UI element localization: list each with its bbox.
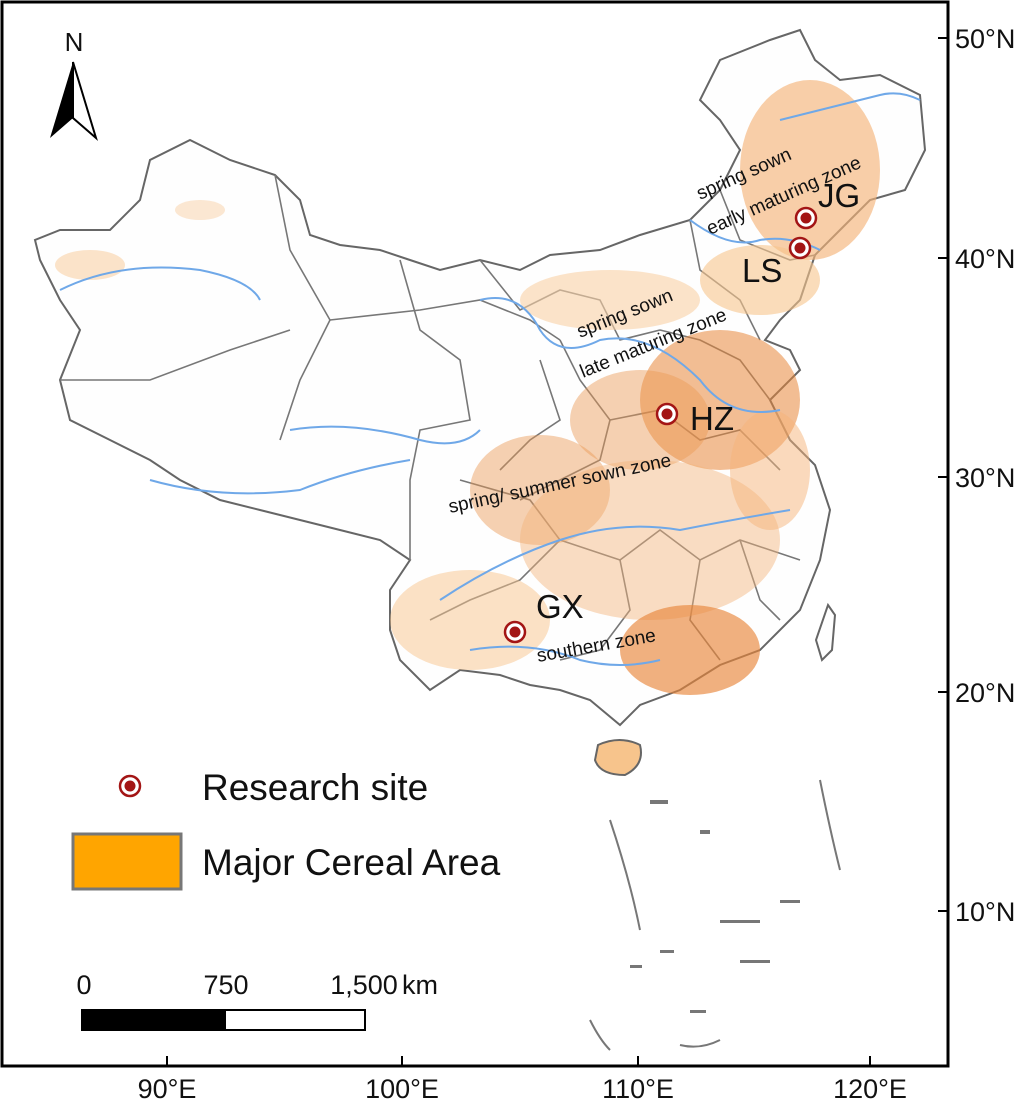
scale-bar: 0 750 1,500 km: [76, 970, 438, 1031]
site-label-ls: LS: [742, 252, 782, 289]
lat-tick-label: 40°N: [955, 244, 1015, 274]
site-marker-hz: HZ: [655, 400, 734, 437]
north-arrow: N: [50, 27, 98, 142]
scale-bar-black: [81, 1009, 226, 1031]
lon-tick-label: 120°E: [833, 1074, 907, 1104]
site-label-gx: GX: [536, 588, 584, 625]
legend-cereal-area-label: Major Cereal Area: [202, 842, 501, 883]
site-marker-gx: GX: [503, 588, 584, 644]
rivers: [59, 92, 921, 666]
country-outline: [33, 28, 927, 777]
lon-tick-label: 110°E: [602, 1074, 674, 1104]
lon-axis: 90°E 100°E 110°E 120°E: [138, 1056, 907, 1104]
legend-research-site-label: Research site: [202, 767, 428, 808]
lon-tick-label: 100°E: [365, 1074, 439, 1104]
research-sites: JG LS HZ GX: [503, 177, 860, 644]
site-label-hz: HZ: [690, 400, 734, 437]
lat-tick-label: 10°N: [955, 897, 1015, 927]
scale-label-750: 750: [203, 970, 248, 1000]
lat-tick-label: 50°N: [955, 24, 1015, 54]
lat-tick-label: 20°N: [955, 678, 1015, 708]
legend-research-site-symbol: [118, 774, 142, 798]
map-frame: [0, 0, 950, 1068]
site-marker-ls: LS: [742, 236, 812, 289]
legend: Research site Major Cereal Area: [71, 767, 501, 891]
lon-tick-label: 90°E: [138, 1074, 197, 1104]
site-marker-jg: JG: [794, 177, 860, 230]
scale-label-1500: 1,500: [330, 970, 398, 1000]
scale-bar-white: [224, 1009, 366, 1031]
scale-label-0: 0: [76, 970, 91, 1000]
lat-tick-label: 30°N: [955, 463, 1015, 493]
north-label: N: [65, 27, 84, 57]
site-label-jg: JG: [818, 177, 860, 214]
south-sea-islands: [589, 779, 841, 1051]
lat-axis: 50°N 40°N 30°N 20°N 10°N: [938, 24, 1015, 927]
legend-cereal-area-swatch: [71, 832, 183, 891]
scale-unit: km: [402, 970, 438, 1000]
